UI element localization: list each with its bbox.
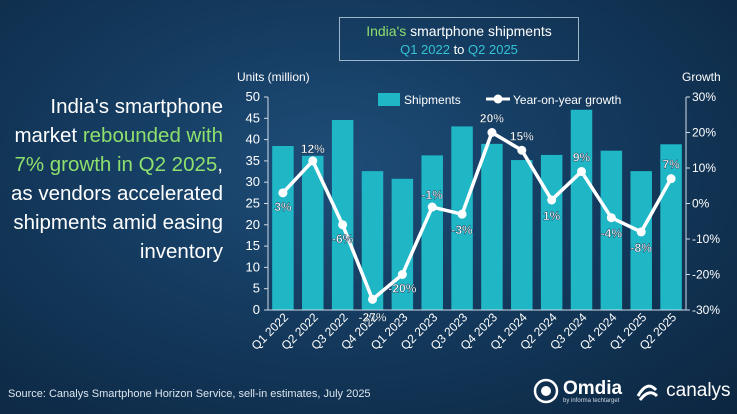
left-tick-label: 25	[246, 196, 260, 211]
growth-point	[606, 213, 616, 223]
chart-subtitle-end: Q2 2025	[468, 42, 518, 57]
growth-point	[666, 174, 676, 184]
right-tick-label: -10%	[692, 232, 720, 246]
growth-label: 1%	[543, 209, 561, 223]
bar-shipments	[421, 155, 443, 310]
growth-point	[397, 270, 407, 279]
growth-point	[487, 128, 497, 137]
growth-label: -3%	[451, 223, 473, 237]
chart-subtitle: Q1 2022 to Q2 2025	[340, 42, 578, 57]
source-note: Source: Canalys Smartphone Horizon Servi…	[8, 388, 371, 400]
chart-title-rest: smartphone shipments	[406, 23, 552, 39]
omdia-logo-icon	[533, 378, 559, 404]
bar-shipments	[481, 143, 503, 310]
legend-label-shipments: Shipments	[404, 93, 461, 107]
left-tick-label: 15	[246, 238, 260, 253]
bar-shipments	[331, 120, 354, 310]
chart-title-box: India's smartphone shipments Q1 2022 to …	[339, 17, 579, 61]
logos: Omdia by informa techtarget canalys	[533, 374, 731, 408]
growth-point	[338, 220, 348, 230]
canalys-logo-icon	[636, 384, 659, 401]
bar-shipments	[511, 160, 533, 310]
headline-highlight: rebounded with 7% growth in Q2 2025	[14, 124, 223, 176]
headline-part3: , as vendors accelerated shipments amid …	[11, 153, 223, 263]
headline: India's smartphone market rebounded with…	[8, 92, 223, 266]
right-tick-label: 20%	[692, 126, 716, 140]
legend-swatch-shipments	[378, 93, 400, 106]
bar-shipments	[302, 155, 324, 310]
bar-shipments	[570, 109, 593, 310]
right-tick-label: 30%	[692, 90, 716, 104]
left-axis-title: Units (million)	[237, 70, 310, 84]
legend-marker-growth	[493, 94, 503, 104]
growth-label: -27%	[358, 310, 386, 324]
right-tick-label: 10%	[692, 161, 716, 175]
omdia-logo-text: Omdia	[563, 377, 623, 399]
right-axis-title: Growth	[682, 70, 721, 84]
chart: 0 5 10 15 20 25 30 35 40 45 50 -30% -20% -10% 0% 10% 20%…	[237, 70, 721, 325]
growth-label: -20%	[388, 282, 416, 296]
left-tick-label: 0	[253, 302, 260, 317]
left-tick-label: 10	[246, 259, 260, 274]
bar-shipments	[361, 171, 384, 310]
left-tick-label: 30	[246, 174, 260, 189]
left-tick-label: 35	[246, 153, 260, 168]
growth-line	[281, 130, 673, 302]
right-tick-label: 0%	[692, 197, 710, 211]
growth-point	[368, 294, 377, 304]
left-tick-label: 45	[246, 110, 260, 125]
growth-point	[427, 202, 437, 212]
canalys-logo-text: canalys	[666, 380, 731, 401]
legend-label-growth: Year-on-year growth	[513, 93, 621, 107]
growth-point	[577, 167, 586, 177]
left-tick-label: 5	[253, 281, 260, 296]
growth-label: -1%	[422, 188, 444, 202]
growth-point	[547, 195, 557, 205]
growth-point	[308, 156, 318, 166]
chart-subtitle-to: to	[449, 42, 469, 57]
growth-label: 12%	[301, 142, 325, 156]
growth-label: 3%	[274, 200, 292, 214]
chart-title-country: India's	[366, 23, 407, 39]
bar-shipments	[630, 171, 652, 310]
right-tick-label: -30%	[692, 303, 720, 317]
growth-point	[278, 188, 288, 198]
left-tick-label: 20	[246, 217, 260, 232]
omdia-logo-subtext: by informa techtarget	[563, 397, 620, 404]
growth-point	[517, 145, 527, 155]
bar-shipments	[272, 145, 294, 310]
chart-subtitle-start: Q1 2022	[400, 42, 450, 57]
headline-part1: India's smartphone market	[14, 95, 223, 147]
growth-label: -8%	[631, 241, 653, 255]
chart-title: India's smartphone shipments	[340, 23, 578, 39]
left-tick-label: 50	[246, 89, 260, 104]
left-tick-label: 40	[246, 132, 260, 147]
bar-shipments	[540, 154, 563, 310]
growth-label: 15%	[510, 129, 534, 143]
right-tick-label: -20%	[692, 268, 720, 282]
growth-point	[636, 227, 646, 237]
growth-label: 20%	[480, 112, 504, 126]
growth-label: 7%	[662, 158, 680, 172]
growth-label: 9%	[573, 151, 591, 165]
bar-shipments	[600, 150, 623, 310]
growth-label: -6%	[332, 232, 354, 246]
growth-label: -4%	[601, 227, 623, 241]
growth-point	[457, 209, 467, 219]
